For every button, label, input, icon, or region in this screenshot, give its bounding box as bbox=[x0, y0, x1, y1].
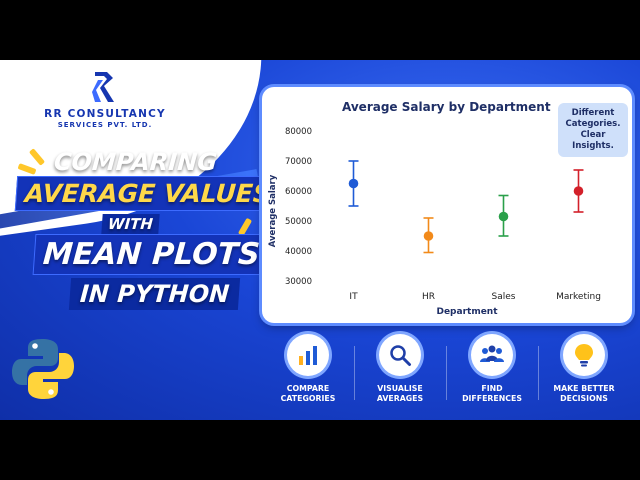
feature-label: MAKE BETTER DECISIONS bbox=[538, 384, 630, 404]
y-axis-label: Average Salary bbox=[268, 174, 278, 247]
feature-label-line: DIFFERENCES bbox=[462, 394, 522, 403]
feature-label-line: VISUALISE bbox=[377, 384, 423, 393]
divider bbox=[354, 346, 355, 400]
mean-point-marketing bbox=[573, 186, 584, 196]
divider bbox=[538, 346, 539, 400]
x-tick-label-marketing: Marketing bbox=[556, 292, 601, 302]
python-logo-icon bbox=[12, 339, 74, 399]
feature-label: COMPARE CATEGORIES bbox=[262, 384, 354, 404]
brand-block: RR CONSULTANCY SERVICES PVT. LTD. bbox=[10, 70, 200, 129]
divider bbox=[446, 346, 447, 400]
headline-line-2: AVERAGE VALUES bbox=[14, 176, 282, 211]
chart-title: Average Salary by Department bbox=[342, 100, 551, 114]
feature-compare: COMPARE CATEGORIES bbox=[262, 334, 354, 404]
mean-point-sales bbox=[498, 211, 509, 222]
feature-label-line: DECISIONS bbox=[560, 394, 608, 403]
feature-label-line: MAKE BETTER bbox=[553, 384, 615, 393]
feature-label: VISUALISE AVERAGES bbox=[354, 384, 446, 404]
y-tick-label: 30000 bbox=[285, 277, 312, 287]
headline-line-1: COMPARING bbox=[53, 148, 219, 176]
feature-label: FIND DIFFERENCES bbox=[446, 384, 538, 404]
brand-name: RR CONSULTANCY bbox=[44, 108, 166, 120]
thumbnail-stage: RR CONSULTANCY SERVICES PVT. LTD. COMPAR… bbox=[0, 60, 640, 420]
feature-strip: COMPARE CATEGORIES VISUALISE AVERAGES bbox=[262, 334, 632, 414]
x-tick-label-sales: Sales bbox=[492, 292, 516, 302]
rr-logo-icon bbox=[92, 72, 114, 102]
x-tick-label-it: IT bbox=[349, 292, 358, 302]
feature-label-line: AVERAGES bbox=[376, 394, 424, 403]
lightbulb-icon bbox=[575, 344, 593, 367]
y-tick-label: 80000 bbox=[285, 127, 312, 137]
feature-label-line: CATEGORIES bbox=[280, 394, 336, 403]
feature-label-line: FIND bbox=[481, 384, 503, 393]
chart-card: Average Salary by Department Average Sal… bbox=[262, 87, 632, 323]
magnifier-icon bbox=[390, 345, 411, 366]
x-tick-label-hr: HR bbox=[422, 292, 435, 302]
y-tick-label: 70000 bbox=[285, 157, 312, 167]
feature-label-line: COMPARE bbox=[286, 384, 330, 393]
feature-decide: MAKE BETTER DECISIONS bbox=[538, 334, 630, 404]
y-tick-label: 50000 bbox=[285, 217, 312, 227]
y-tick-label: 60000 bbox=[285, 187, 312, 197]
headline-line-3: WITH bbox=[101, 214, 160, 234]
feature-circle bbox=[563, 334, 605, 376]
mean-point-hr bbox=[423, 231, 434, 241]
callout-line-1: Different bbox=[571, 108, 615, 118]
feature-visualise: VISUALISE AVERAGES bbox=[354, 334, 446, 404]
x-axis-label: Department bbox=[436, 307, 498, 317]
mean-plot-chart: Average Salary by Department Average Sal… bbox=[268, 100, 601, 317]
callout-line-2: Categories. bbox=[565, 119, 621, 129]
headline-line-5: IN PYTHON bbox=[68, 278, 241, 310]
feature-circle bbox=[379, 334, 421, 376]
headline-line-4: MEAN PLOTS bbox=[32, 234, 271, 275]
mean-point-it bbox=[348, 178, 359, 189]
y-tick-label: 40000 bbox=[285, 247, 312, 257]
bar-chart-icon bbox=[299, 346, 317, 365]
feature-find: FIND DIFFERENCES bbox=[446, 334, 538, 404]
feature-circle bbox=[287, 334, 329, 376]
callout-line-3: Clear Insights. bbox=[572, 130, 614, 151]
feature-circle bbox=[471, 334, 513, 376]
people-icon bbox=[480, 345, 504, 362]
brand-subtitle: SERVICES PVT. LTD. bbox=[57, 121, 153, 129]
insight-callout: Different Categories. Clear Insights. bbox=[558, 103, 628, 157]
